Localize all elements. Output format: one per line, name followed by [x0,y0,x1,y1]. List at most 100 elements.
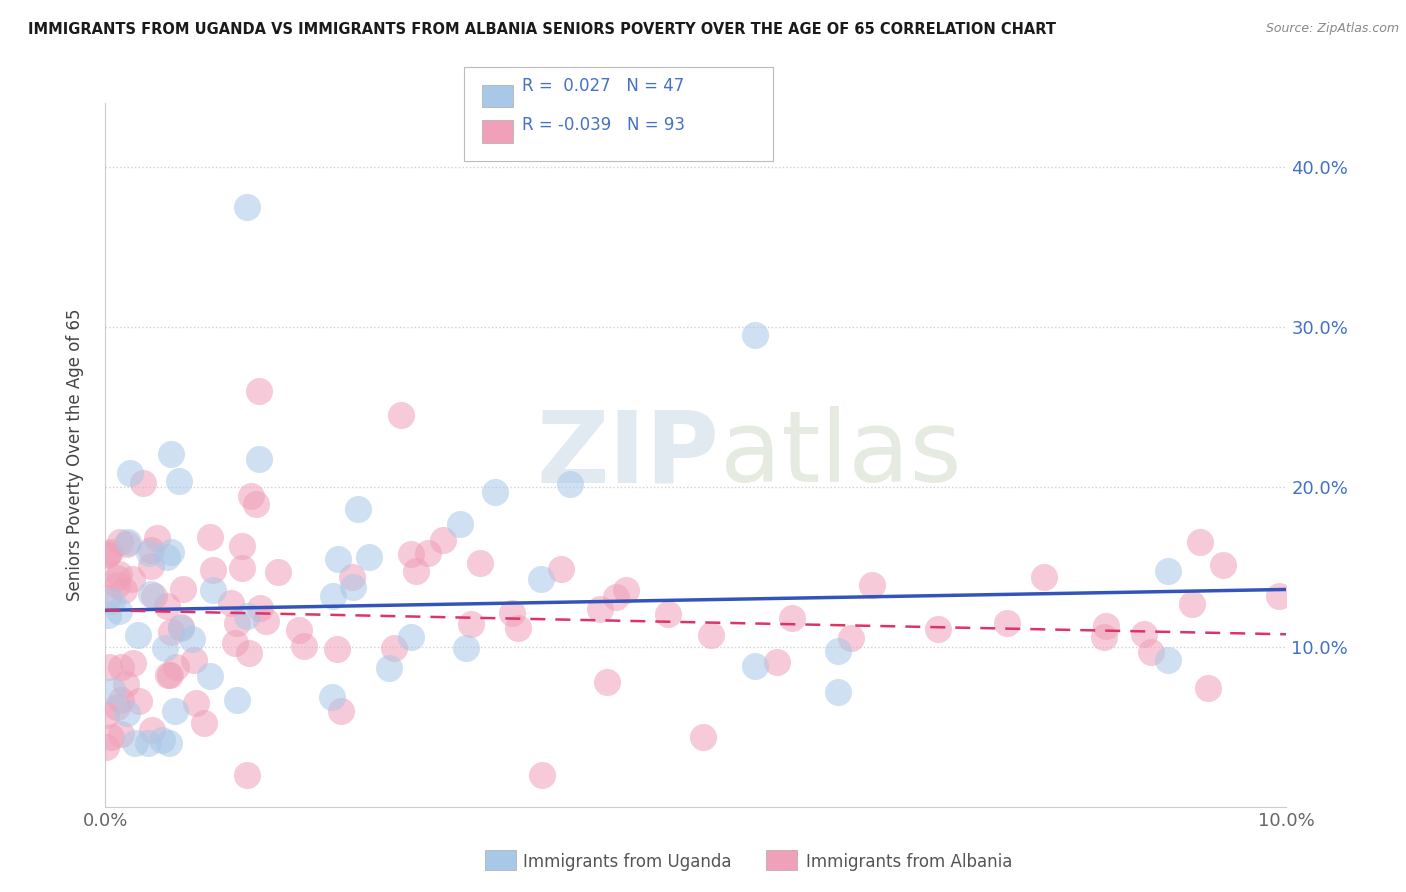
Point [860,577,883,591]
Point [1095,619,1118,633]
Point [766,656,789,670]
Point [101,594,124,608]
Point [226,616,249,631]
Point [1092,630,1115,644]
Point [108,567,131,582]
Point [399,630,422,644]
Point [1140,645,1163,659]
Point [1180,597,1202,611]
Point [839,632,862,646]
Point [240,489,263,503]
Point [110,660,132,674]
Point [146,531,169,545]
Point [454,640,477,655]
Point [193,715,215,730]
Point [167,475,190,489]
Point [153,641,176,656]
Point [157,668,180,682]
Point [460,616,482,631]
Point [94,739,117,754]
Point [418,546,440,560]
Text: ZIP: ZIP [537,407,720,503]
Point [292,639,315,653]
Point [200,530,222,544]
Point [340,570,363,584]
Point [329,704,352,718]
Point [692,730,714,744]
Point [927,622,949,636]
Point [744,327,766,342]
Point [530,572,553,586]
Point [115,706,138,720]
Point [202,563,225,577]
Point [221,596,243,610]
Point [121,572,143,586]
Point [184,696,207,710]
Point [780,611,803,625]
Point [160,545,183,559]
Point [484,485,506,500]
Point [589,602,612,616]
Text: Source: ZipAtlas.com: Source: ZipAtlas.com [1265,22,1399,36]
Point [156,549,179,564]
Text: Immigrants from Uganda: Immigrants from Uganda [523,853,731,871]
Point [157,736,180,750]
Point [115,537,138,551]
Point [142,589,165,603]
Point [139,587,162,601]
Point [115,676,138,690]
Point [432,533,454,547]
Point [97,607,120,622]
Point [254,614,277,628]
Point [247,384,270,398]
Point [1157,653,1180,667]
Point [138,546,160,560]
Point [700,628,723,642]
Point [159,667,181,681]
Point [105,700,128,714]
Point [236,200,259,214]
Point [558,477,581,491]
Point [97,591,120,605]
Point [120,467,142,481]
Point [101,683,124,698]
Point [347,502,370,516]
Point [170,620,193,634]
Point [160,447,183,461]
Point [108,604,131,618]
Point [121,656,143,670]
Point [110,693,132,707]
Point [131,475,153,490]
Point [377,661,399,675]
Point [1133,627,1156,641]
Point [98,660,121,674]
Point [98,545,121,559]
Point [614,582,637,597]
Text: R =  0.027   N = 47: R = 0.027 N = 47 [522,78,683,95]
Point [236,768,259,782]
Point [1189,534,1212,549]
Point [1032,570,1054,584]
Point [550,562,572,576]
Point [267,566,290,580]
Point [100,731,122,745]
Point [508,621,530,635]
Point [405,565,427,579]
Point [995,616,1018,631]
Point [596,674,619,689]
Point [249,600,271,615]
Point [97,547,120,561]
Point [225,692,247,706]
Point [1157,564,1180,578]
Point [124,736,146,750]
Point [128,694,150,708]
Point [238,646,260,660]
Text: Immigrants from Albania: Immigrants from Albania [806,853,1012,871]
Point [382,641,405,656]
Point [105,571,128,585]
Point [198,669,221,683]
Y-axis label: Seniors Poverty Over the Age of 65: Seniors Poverty Over the Age of 65 [66,309,84,601]
Point [236,609,259,624]
Point [231,539,253,553]
Point [1198,681,1220,695]
